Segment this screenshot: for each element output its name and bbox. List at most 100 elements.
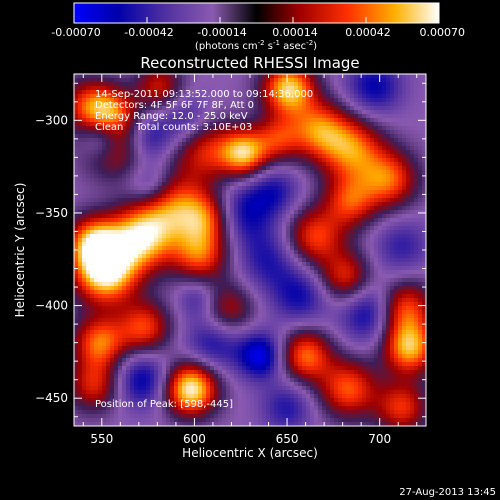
heatmap-cell [198, 98, 203, 103]
heatmap-cell [154, 270, 159, 275]
heatmap-cell [322, 110, 327, 115]
heatmap-cell [366, 158, 371, 163]
heatmap-cell [122, 202, 127, 207]
heatmap-cell [142, 74, 147, 79]
heatmap-cell [114, 106, 119, 111]
heatmap-cell [258, 186, 263, 191]
heatmap-cell [178, 278, 183, 283]
heatmap-cell [338, 118, 343, 123]
heatmap-cell [190, 114, 195, 119]
heatmap-cell [318, 258, 323, 263]
heatmap-cell [78, 298, 83, 303]
heatmap-cell [302, 238, 307, 243]
heatmap-cell [262, 130, 267, 135]
heatmap-cell [334, 106, 339, 111]
heatmap-cell [242, 258, 247, 263]
heatmap-cell [78, 274, 83, 279]
heatmap-cell [114, 194, 119, 199]
heatmap-cell [122, 234, 127, 239]
heatmap-cell [142, 234, 147, 239]
heatmap-cell [178, 150, 183, 155]
heatmap-cell [78, 150, 83, 155]
heatmap-cell [226, 170, 231, 175]
heatmap-cell [394, 290, 399, 295]
heatmap-cell [398, 158, 403, 163]
heatmap-cell [274, 166, 279, 171]
heatmap-cell [286, 254, 291, 259]
heatmap-cell [90, 282, 95, 287]
heatmap-cell [166, 74, 171, 79]
heatmap-cell [406, 254, 411, 259]
heatmap-cell [170, 290, 175, 295]
heatmap-cell [98, 74, 103, 79]
heatmap-cell [270, 122, 275, 127]
heatmap-cell [398, 74, 403, 79]
heatmap-cell [326, 146, 331, 151]
heatmap-cell [398, 198, 403, 203]
heatmap-cell [382, 270, 387, 275]
heatmap-cell [262, 82, 267, 87]
heatmap-cell [82, 86, 87, 91]
heatmap-cell [294, 266, 299, 271]
heatmap-cell [394, 270, 399, 275]
heatmap-cell [358, 182, 363, 187]
heatmap-cell [410, 94, 415, 99]
heatmap-cell [298, 126, 303, 131]
heatmap-cell [366, 150, 371, 155]
heatmap-cell [78, 270, 83, 275]
heatmap-cell [74, 274, 79, 279]
heatmap-cell [198, 222, 203, 227]
heatmap-cell [422, 110, 426, 115]
heatmap-cell [170, 94, 175, 99]
heatmap-cell [122, 130, 127, 135]
heatmap-cell [242, 154, 247, 159]
heatmap-cell [346, 186, 351, 191]
heatmap-cell [266, 130, 271, 135]
heatmap-cell [282, 166, 287, 171]
heatmap-cell [330, 242, 335, 247]
heatmap-cell [142, 118, 147, 123]
heatmap-cell [422, 286, 426, 291]
heatmap-cell [362, 214, 367, 219]
heatmap-cell [410, 226, 415, 231]
heatmap-cell [374, 210, 379, 215]
heatmap-cell [246, 234, 251, 239]
heatmap-cell [262, 94, 267, 99]
heatmap-cell [78, 126, 83, 131]
heatmap-cell [402, 266, 407, 271]
heatmap-cell [118, 110, 123, 115]
heatmap-cell [194, 102, 199, 107]
heatmap-cell [134, 158, 139, 163]
heatmap-cell [94, 122, 99, 127]
heatmap-cell [142, 110, 147, 115]
heatmap-cell [166, 106, 171, 111]
heatmap-cell [174, 198, 179, 203]
heatmap-cell [142, 158, 147, 163]
heatmap-cell [370, 182, 375, 187]
heatmap-cell [294, 106, 299, 111]
heatmap-cell [398, 178, 403, 183]
heatmap-cell [254, 94, 259, 99]
heatmap-cell [318, 210, 323, 215]
heatmap-cell [146, 234, 151, 239]
heatmap-cell [326, 178, 331, 183]
heatmap-cell [278, 218, 283, 223]
heatmap-cell [106, 90, 111, 95]
heatmap-cell [390, 198, 395, 203]
heatmap-cell [158, 186, 163, 191]
heatmap-cell [286, 162, 291, 167]
heatmap-cell [258, 110, 263, 115]
heatmap-cell [410, 118, 415, 123]
heatmap-cell [258, 94, 263, 99]
heatmap-cell [150, 202, 155, 207]
heatmap-cell [190, 150, 195, 155]
heatmap-cell [310, 170, 315, 175]
heatmap-cell [206, 74, 211, 79]
heatmap-cell [226, 238, 231, 243]
heatmap-cell [74, 182, 79, 187]
heatmap-cell [254, 286, 259, 291]
heatmap-cell [214, 290, 219, 295]
heatmap-cell [210, 98, 215, 103]
heatmap-cell [122, 138, 127, 143]
heatmap-cell [282, 266, 287, 271]
